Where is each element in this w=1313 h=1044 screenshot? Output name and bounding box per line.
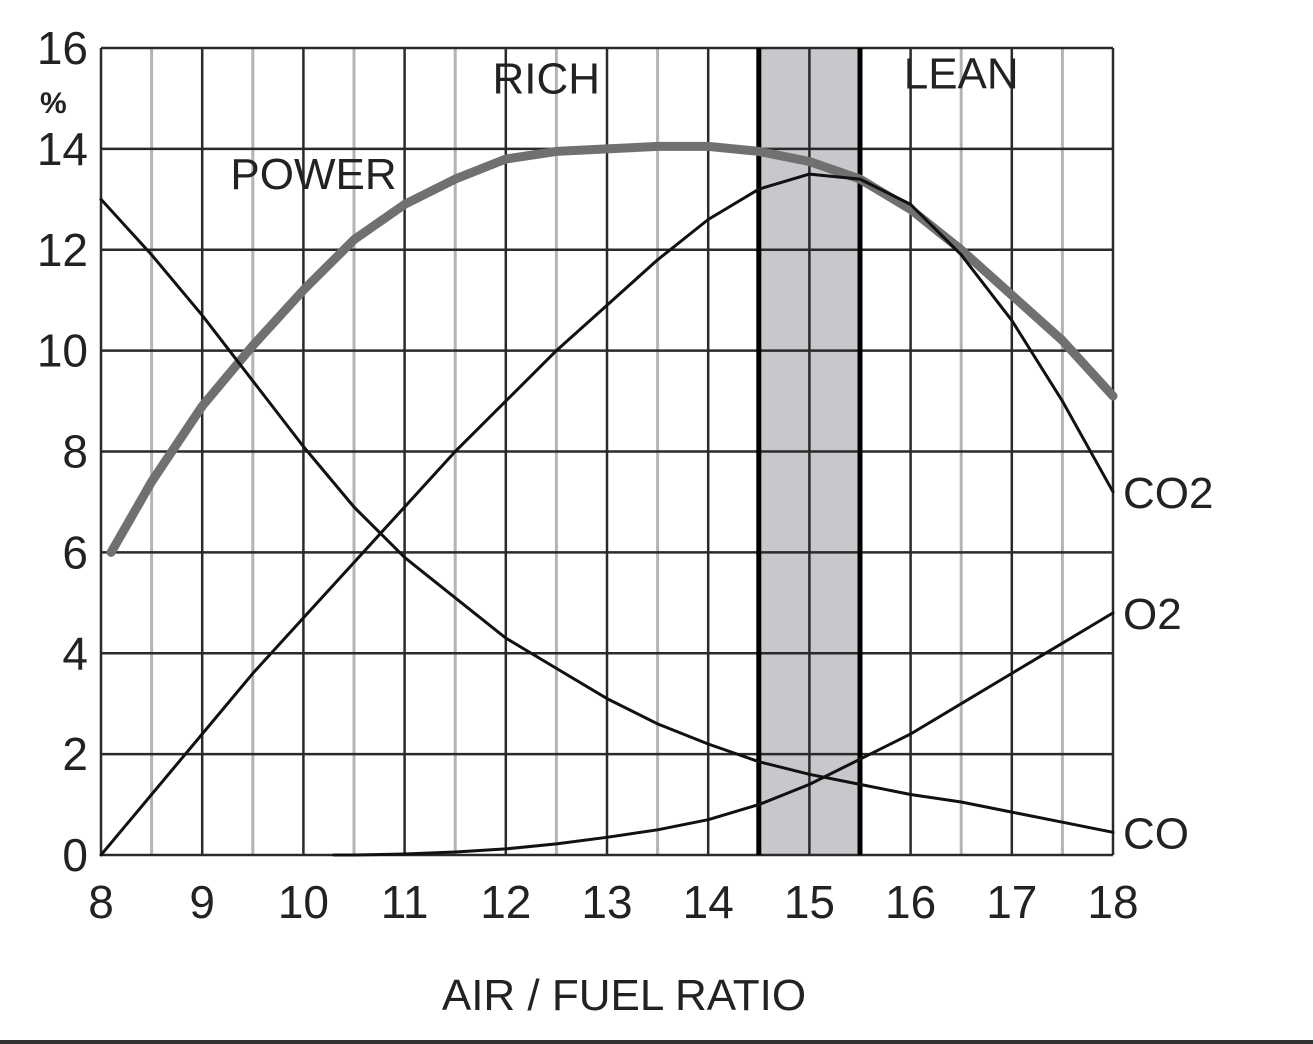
major-grid [99,46,1115,857]
y-tick-label: 16 [37,22,88,74]
y-tick-label: 4 [62,627,88,679]
y-tick-labels: 0 2 4 6 8 10 12 14 16 [37,22,88,881]
y-tick-label: 2 [62,728,88,780]
x-tick-label: 11 [381,876,429,928]
x-tick-label: 9 [189,876,215,928]
series-line-co2 [99,172,1115,857]
series-labels: CO2 CO O2 [1123,469,1213,858]
region-label: RICH [492,54,600,103]
x-tick-label: 13 [581,876,632,928]
x-tick-label: 18 [1087,876,1138,928]
y-tick-label: 8 [62,426,88,478]
x-tick-label: 12 [480,876,531,928]
y-axis-label: % [40,87,67,120]
bottom-edge [0,1040,1313,1044]
region-label: LEAN [904,49,1019,98]
x-axis-title: AIR / FUEL RATIO [442,971,806,1020]
y-tick-label: 14 [37,123,88,175]
x-tick-label: 16 [885,876,936,928]
series-line-co [99,197,1115,834]
x-tick-label: 17 [986,876,1037,928]
x-tick-label: 15 [784,876,835,928]
series-label: O2 [1123,590,1182,639]
x-tick-label: 10 [278,876,329,928]
y-tick-label: 12 [37,224,88,276]
region-label: POWER [230,150,396,199]
y-tick-label: 6 [62,526,88,578]
x-tick-label: 14 [683,876,734,928]
x-tick-label: 8 [88,876,114,928]
region-labels: RICH LEAN POWER [230,49,1018,199]
series-line-o2 [332,611,1115,857]
series-label: CO2 [1123,469,1213,518]
y-tick-label: 10 [37,325,88,377]
x-tick-labels: 8 9 10 11 12 13 14 15 16 17 18 [88,876,1138,928]
y-tick-label: 0 [62,829,88,881]
series-lines [99,141,1118,857]
series-label: CO [1123,809,1189,858]
